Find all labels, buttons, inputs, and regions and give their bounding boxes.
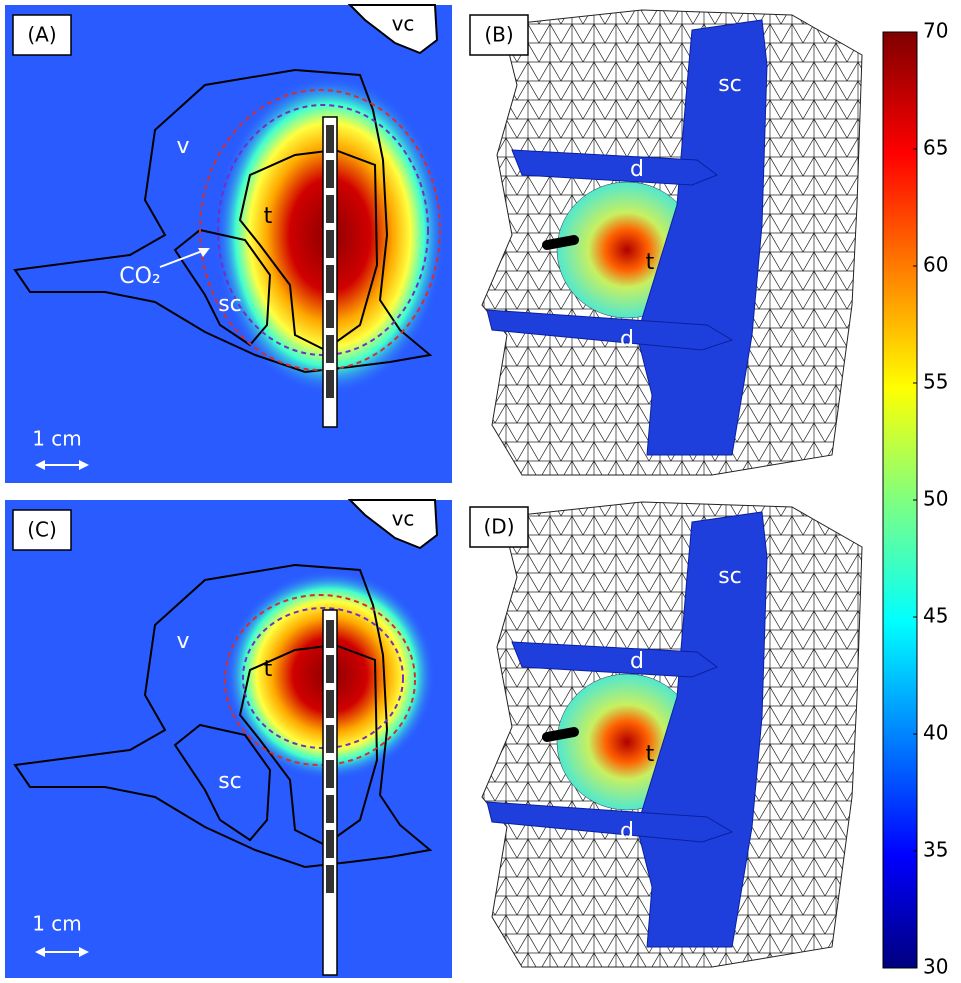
panel-label-box xyxy=(469,14,529,56)
annotation: d xyxy=(620,819,634,844)
colorbar-tick-label: 60 xyxy=(923,253,948,277)
probe xyxy=(542,235,579,250)
arrow xyxy=(159,249,206,268)
disc-bottom xyxy=(486,801,734,843)
spinal-cord-contour xyxy=(173,228,272,347)
needle-seg xyxy=(326,230,334,258)
annotation: sc xyxy=(718,72,742,97)
annotation: CO₂ xyxy=(119,264,161,289)
vertebra-contour xyxy=(13,68,433,374)
isotherm xyxy=(224,594,416,766)
scale-label: 1 cm xyxy=(32,427,82,451)
needle-seg xyxy=(326,300,334,328)
needle-seg xyxy=(326,370,334,398)
needle-seg xyxy=(326,195,334,223)
tumor-contour xyxy=(238,643,379,847)
needle-seg xyxy=(326,690,334,718)
vc-shape xyxy=(347,499,439,550)
colorbar-tick-label: 30 xyxy=(923,955,948,979)
annotation: sc xyxy=(718,564,742,589)
colorbar-tick-label: 45 xyxy=(923,604,948,628)
needle-seg xyxy=(326,830,334,858)
needle-seg xyxy=(326,125,334,153)
needle-seg xyxy=(326,725,334,753)
annotation: t xyxy=(646,250,655,275)
colorbar-tick-label: 40 xyxy=(923,721,948,745)
panel-label-box xyxy=(12,14,72,56)
vertebra-contour xyxy=(13,563,433,869)
needle-seg xyxy=(326,620,334,648)
tumor-contour xyxy=(238,148,379,352)
annotation: v xyxy=(176,629,189,654)
annotation: d xyxy=(630,157,644,182)
mesh-panel: sc d t d (B) xyxy=(469,9,863,476)
annotation: d xyxy=(630,649,644,674)
annotation: v xyxy=(176,134,189,159)
needle-seg xyxy=(326,160,334,188)
mesh-panel: sc d t d (D) xyxy=(469,501,863,968)
annotation: t xyxy=(264,657,273,682)
vc-shape xyxy=(347,4,439,55)
needle-seg xyxy=(326,760,334,788)
disc-top xyxy=(511,149,719,186)
thermal-panel: vc v t sc 1 cm (C) xyxy=(5,499,452,978)
scale-label: 1 cm xyxy=(32,912,82,936)
panel-label-box xyxy=(12,509,72,551)
needle-seg xyxy=(326,335,334,363)
disc-top xyxy=(511,641,719,678)
thermal-panel: vc v t sc CO₂ 1 cm (A) xyxy=(5,4,452,483)
isotherm xyxy=(199,89,441,371)
annotation: t xyxy=(646,742,655,767)
colorbar-tick-label: 70 xyxy=(923,19,948,43)
annotation: vc xyxy=(392,507,415,531)
colorbar-tick-label: 50 xyxy=(923,487,948,511)
panel-label: (A) xyxy=(27,23,56,47)
annotation: sc xyxy=(218,769,242,794)
panel-label: (D) xyxy=(483,515,514,539)
colorbar-tick-label: 35 xyxy=(923,838,948,862)
needle-seg xyxy=(326,795,334,823)
panel-label-box xyxy=(469,506,529,548)
annotation: sc xyxy=(218,292,242,317)
needle-seg xyxy=(326,265,334,293)
disc-bottom xyxy=(486,309,734,351)
panel-label: (B) xyxy=(484,23,513,47)
colorbar xyxy=(882,31,918,969)
needle-seg xyxy=(326,865,334,893)
arrowhead xyxy=(198,248,210,257)
annotation: d xyxy=(620,327,634,352)
colorbar-tick-label: 55 xyxy=(923,370,948,394)
colorbar-tick-label: 65 xyxy=(923,136,948,160)
annotation: t xyxy=(264,204,273,229)
panel-label: (C) xyxy=(27,518,57,542)
spinal-cord-contour xyxy=(173,723,272,842)
needle-seg xyxy=(326,655,334,683)
annotation: vc xyxy=(392,12,415,36)
probe xyxy=(542,727,579,742)
